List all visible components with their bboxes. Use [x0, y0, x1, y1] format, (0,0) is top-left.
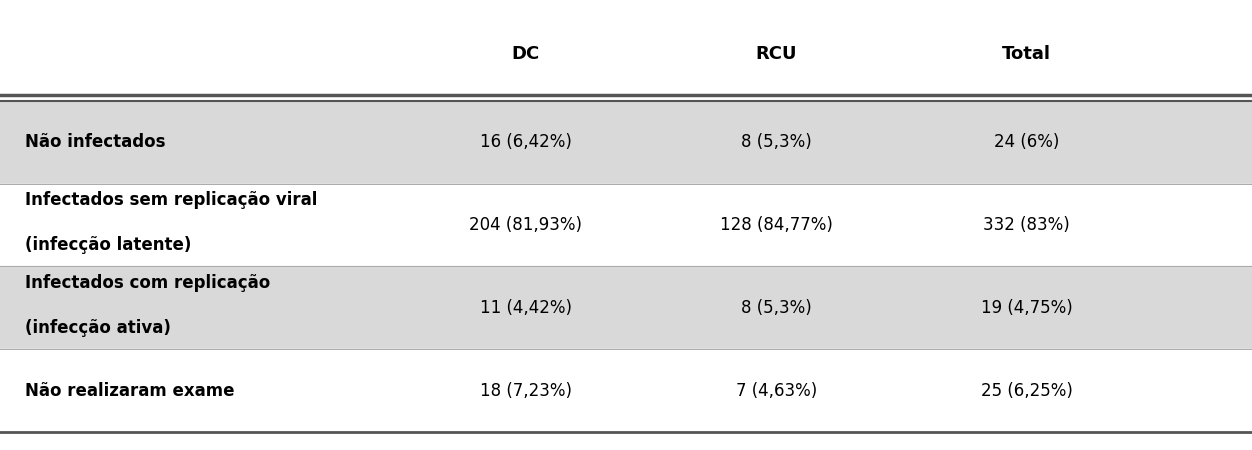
Text: 128 (84,77%): 128 (84,77%) [720, 216, 833, 234]
Text: RCU: RCU [755, 45, 798, 63]
Bar [0, 349, 1252, 432]
Bar [0, 266, 1252, 349]
Text: Infectados sem replicação viral: Infectados sem replicação viral [25, 191, 318, 209]
Bar [0, 184, 1252, 266]
Text: DC: DC [512, 45, 540, 63]
Text: 332 (83%): 332 (83%) [983, 216, 1070, 234]
Text: 18 (7,23%): 18 (7,23%) [480, 382, 572, 400]
Text: Não infectados: Não infectados [25, 133, 165, 151]
Text: (infecção ativa): (infecção ativa) [25, 319, 172, 337]
Text: 25 (6,25%): 25 (6,25%) [980, 382, 1073, 400]
Text: Não realizaram exame: Não realizaram exame [25, 382, 234, 400]
Text: 16 (6,42%): 16 (6,42%) [480, 133, 572, 151]
Text: 11 (4,42%): 11 (4,42%) [480, 299, 572, 317]
Text: 8 (5,3%): 8 (5,3%) [741, 133, 811, 151]
Text: 204 (81,93%): 204 (81,93%) [470, 216, 582, 234]
Text: 19 (4,75%): 19 (4,75%) [980, 299, 1073, 317]
Text: (infecção latente): (infecção latente) [25, 236, 192, 254]
Text: 8 (5,3%): 8 (5,3%) [741, 299, 811, 317]
Text: 24 (6%): 24 (6%) [994, 133, 1059, 151]
Text: Infectados com replicação: Infectados com replicação [25, 274, 270, 292]
Bar [0, 101, 1252, 184]
Text: Total: Total [1002, 45, 1052, 63]
Text: 7 (4,63%): 7 (4,63%) [736, 382, 816, 400]
